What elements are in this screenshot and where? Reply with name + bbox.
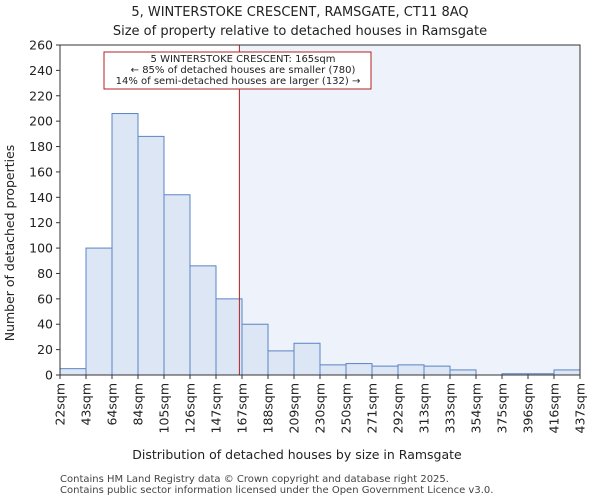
x-tick-label: 375sqm [495, 383, 510, 433]
footer-line-1: Contains HM Land Registry data © Crown c… [60, 474, 449, 485]
x-tick-label: 167sqm [235, 383, 250, 433]
bar-313sqm [423, 365, 451, 376]
bars-layer [59, 113, 581, 376]
y-axis: 0 20 40 60 80 100 120 140 160 180 200 220 240 260 [29, 38, 60, 383]
bar-167sqm [241, 323, 269, 376]
y-tick-label: 60 [37, 291, 53, 306]
y-tick-label: 40 [37, 317, 53, 332]
y-tick-label: 160 [29, 164, 53, 179]
annotation-line-2: ← 85% of detached houses are smaller (78… [131, 65, 356, 76]
x-tick-label: 271sqm [365, 383, 380, 433]
x-tick-label: 22sqm [53, 383, 68, 426]
bar-416sqm [553, 369, 581, 376]
bar-292sqm [397, 364, 425, 376]
x-tick-label: 313sqm [417, 383, 432, 433]
x-tick-label: 43sqm [79, 383, 94, 426]
x-tick-label: 147sqm [209, 383, 224, 433]
x-tick-label: 333sqm [443, 383, 458, 433]
annotation-line-1: 5 WINTERSTOKE CRESCENT: 165sqm [151, 54, 336, 65]
x-tick-label: 354sqm [469, 383, 484, 433]
x-axis-label: Distribution of detached houses by size … [132, 447, 462, 462]
bar-230sqm [319, 364, 347, 376]
histogram-chart: 5, WINTERSTOKE CRESCENT, RAMSGATE, CT11 … [2, 5, 588, 462]
bar-147sqm [215, 298, 243, 376]
y-tick-label: 140 [29, 190, 53, 205]
x-tick-label: 437sqm [573, 383, 588, 433]
x-tick-label: 126sqm [183, 383, 198, 433]
bar-43sqm [85, 247, 113, 376]
bar-333sqm [449, 369, 477, 376]
x-tick-label: 105sqm [157, 383, 172, 433]
x-tick-label: 209sqm [287, 383, 302, 433]
bar-105sqm [163, 194, 191, 376]
bar-22sqm [59, 368, 87, 376]
y-tick-label: 240 [29, 63, 53, 78]
x-tick-label: 230sqm [313, 383, 328, 433]
annotation-line-3: 14% of semi-detached houses are larger (… [116, 76, 361, 87]
bar-126sqm [189, 265, 217, 376]
x-tick-label: 64sqm [105, 383, 120, 426]
footer-line-2: Contains public sector information licen… [60, 485, 494, 496]
y-tick-label: 220 [29, 88, 53, 103]
chart-subtitle: Size of property relative to detached ho… [113, 24, 487, 39]
annotation-frame [103, 51, 372, 90]
y-axis-label: Number of detached properties [2, 145, 17, 342]
y-tick-label: 120 [29, 215, 53, 230]
y-tick-label: 180 [29, 139, 53, 154]
chart-title: 5, WINTERSTOKE CRESCENT, RAMSGATE, CT11 … [131, 5, 468, 20]
bar-84sqm [137, 135, 165, 376]
y-tick-label: 20 [37, 342, 53, 357]
y-tick-label: 100 [29, 241, 53, 256]
x-tick-label: 84sqm [131, 383, 146, 426]
bar-271sqm [371, 365, 399, 376]
y-tick-label: 200 [29, 114, 53, 129]
bar-64sqm [111, 113, 139, 376]
annotation-box: 5 WINTERSTOKE CRESCENT: 165sqm ← 85% of … [103, 51, 372, 90]
x-tick-label: 396sqm [521, 383, 536, 433]
bar-250sqm [345, 363, 373, 376]
x-axis: 22sqm 43sqm 64sqm 84sqm 105sqm 126sqm 147sqm 16… [53, 375, 588, 433]
x-tick-label: 188sqm [261, 383, 276, 433]
y-tick-label: 80 [37, 266, 53, 281]
bar-209sqm [293, 342, 321, 376]
larger-houses-shaded-region [239, 45, 580, 375]
x-tick-label: 292sqm [391, 383, 406, 433]
x-tick-label: 416sqm [547, 383, 562, 433]
y-tick-label: 260 [29, 38, 53, 53]
bar-188sqm [267, 350, 295, 376]
x-tick-label: 250sqm [339, 383, 354, 433]
y-tick-label: 0 [45, 368, 53, 383]
